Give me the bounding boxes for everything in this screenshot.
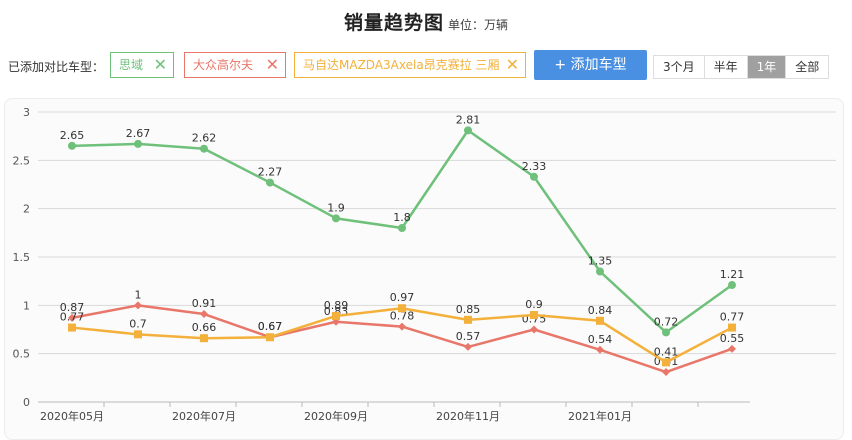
- data-point: [332, 311, 340, 320]
- data-point: [662, 358, 670, 367]
- chart-unit: 单位：万辆: [448, 18, 509, 32]
- data-label: 2.67: [126, 127, 151, 140]
- x-tick-label: 2021年01月: [568, 409, 632, 423]
- data-point: [68, 323, 76, 332]
- chart-header: 销量趋势图 单位：万辆: [0, 8, 852, 35]
- data-label: 1.35: [588, 255, 613, 268]
- remove-icon[interactable]: ✕: [153, 55, 167, 74]
- data-label: 0.77: [720, 311, 745, 324]
- data-point: [662, 328, 670, 337]
- data-label: 0.87: [60, 301, 85, 314]
- data-point: [464, 315, 472, 324]
- data-label: 1: [135, 288, 142, 301]
- data-point: [596, 345, 604, 354]
- compare-toolbar: 已添加对比车型： 思域 ✕ 大众高尔夫 ✕ 马自达MAZDA3Axela昂克赛拉…: [8, 50, 844, 80]
- data-point: [200, 144, 208, 153]
- data-label: 0.77: [60, 311, 85, 324]
- data-label: 0.7: [129, 317, 147, 330]
- range-option-6m[interactable]: 半年: [705, 56, 748, 78]
- data-label: 2.81: [456, 113, 481, 126]
- data-point: [68, 141, 76, 150]
- data-label: 0.85: [456, 303, 481, 316]
- range-option-all[interactable]: 全部: [795, 60, 820, 74]
- data-point: [728, 281, 736, 290]
- compare-chip-golf[interactable]: 大众高尔夫 ✕: [184, 52, 286, 78]
- data-point: [68, 313, 76, 322]
- data-label: 0.55: [720, 332, 745, 345]
- compare-label: 已添加对比车型：: [8, 60, 105, 74]
- data-point: [266, 333, 274, 342]
- data-label: 0.67: [258, 320, 283, 333]
- data-point: [134, 301, 142, 310]
- data-point: [530, 311, 538, 319]
- data-point: [134, 139, 142, 148]
- data-point: [464, 126, 472, 135]
- data-label: 0.97: [390, 291, 415, 304]
- data-label: 0.57: [456, 330, 481, 343]
- data-label: 0.72: [654, 315, 679, 328]
- data-point: [200, 334, 208, 343]
- range-option-1y[interactable]: 1年: [747, 56, 787, 78]
- data-point: [398, 224, 406, 232]
- data-point: [596, 316, 604, 325]
- data-label: 0.89: [324, 299, 349, 312]
- data-point: [398, 322, 406, 331]
- data-label: 0.66: [192, 321, 217, 334]
- range-option-3m[interactable]: 3个月: [654, 56, 705, 78]
- chip-label: 思域: [119, 58, 144, 72]
- data-label: 0.84: [588, 304, 613, 317]
- add-model-button[interactable]: + 添加车型: [534, 50, 647, 80]
- chart-area: 0 0.5 1 1.5 2 2.5 3 2020年05月 2020年07月 2020年09月 202…: [0, 98, 852, 440]
- data-label: 2.27: [258, 166, 283, 179]
- remove-icon[interactable]: ✕: [265, 55, 279, 74]
- y-tick-label: 3: [23, 106, 30, 119]
- data-label: 0.67: [258, 320, 283, 333]
- data-label: 0.54: [588, 333, 613, 346]
- data-label: 2.33: [522, 160, 547, 173]
- x-tick-label: 2020年05月: [40, 409, 104, 423]
- data-point: [596, 267, 604, 276]
- data-label: 0.91: [192, 297, 217, 310]
- data-label: 1.8: [393, 211, 411, 224]
- data-point: [728, 344, 736, 353]
- data-label: 2.62: [192, 132, 217, 145]
- y-tick-label: 0.5: [13, 348, 31, 361]
- x-tick-label: 2020年09月: [304, 409, 368, 423]
- data-label: 1.21: [720, 268, 745, 281]
- data-label: 2.65: [60, 129, 85, 142]
- y-tick-label: 2.5: [13, 154, 31, 167]
- chart-title: 销量趋势图: [343, 12, 444, 34]
- y-tick-label: 0: [23, 396, 30, 409]
- sales-trend-chart: 0 0.5 1 1.5 2 2.5 3 2020年05月 2020年07月 2020年09月 202…: [13, 106, 836, 423]
- chip-label: 大众高尔夫: [193, 58, 254, 72]
- data-point: [464, 342, 472, 351]
- data-point: [662, 368, 670, 377]
- chart-background: [4, 98, 844, 440]
- data-label: 0.9: [525, 298, 543, 311]
- data-label: 1.9: [327, 201, 345, 214]
- y-tick-label: 1.5: [13, 251, 31, 264]
- data-label: 0.41: [654, 345, 679, 358]
- chip-label: 马自达MAZDA3Axela昂克赛拉 三厢: [303, 58, 500, 72]
- y-tick-label: 2: [23, 203, 30, 216]
- data-point: [266, 178, 274, 187]
- data-point: [530, 325, 538, 334]
- remove-icon[interactable]: ✕: [505, 55, 519, 74]
- x-tick-label: 2020年07月: [172, 409, 236, 423]
- data-point: [530, 172, 538, 181]
- data-point: [398, 304, 406, 313]
- time-range-selector: 3个月 半年 1年 全部: [653, 55, 830, 79]
- compare-chip-mazda3[interactable]: 马自达MAZDA3Axela昂克赛拉 三厢 ✕: [294, 52, 526, 78]
- data-point: [728, 323, 736, 332]
- data-label: 0.78: [390, 310, 415, 323]
- x-tick-label: 2020年11月: [436, 409, 500, 423]
- compare-chip-civic[interactable]: 思域 ✕: [110, 52, 174, 78]
- y-tick-label: 1: [23, 299, 30, 312]
- data-point: [134, 330, 142, 339]
- data-point: [332, 214, 340, 223]
- data-point: [200, 310, 208, 319]
